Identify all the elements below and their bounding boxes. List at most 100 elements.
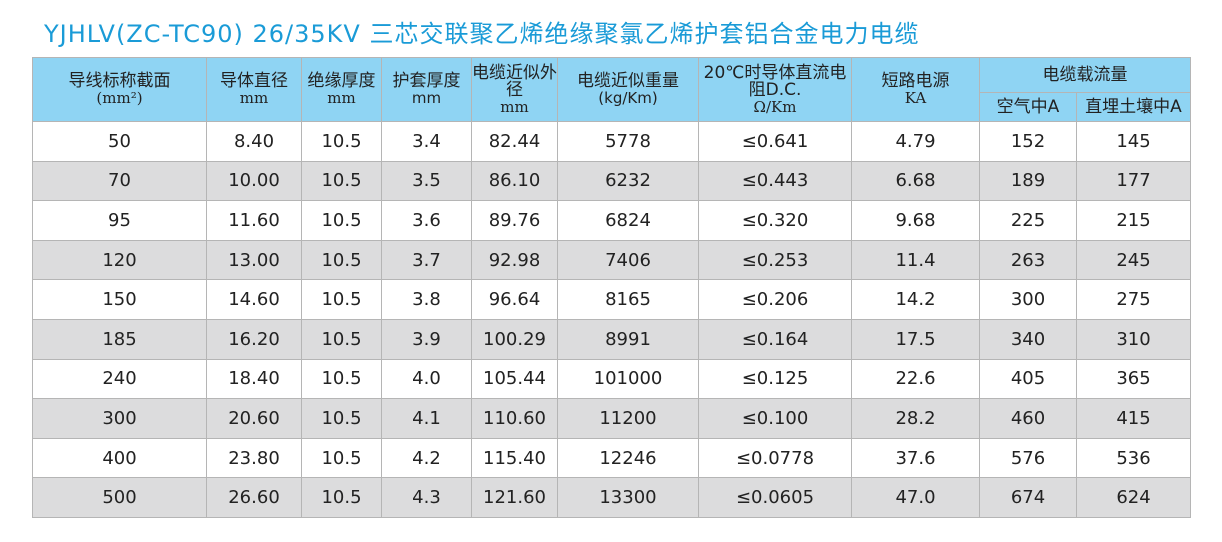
header-resistance-unit: Ω/Km [753,97,797,116]
cell-weight: 8165 [557,279,699,320]
cell-sheath-thickness: 4.1 [381,398,472,439]
cell-outer-diameter: 100.29 [471,318,558,360]
cell-short-circuit: 14.2 [851,279,980,320]
cell-in-air: 340 [979,318,1077,360]
cell-short-circuit: 9.68 [851,200,980,241]
table-row: 300 20.60 10.5 4.1 110.60 11200 ≤0.100 28.2 460 4… [32,398,1191,439]
cell-sheath-thickness: 3.9 [381,318,472,360]
cell-resistance: ≤0.443 [698,160,852,202]
table-row: 240 18.40 10.5 4.0 105.44 101000 ≤0.125 22.6 405… [32,358,1191,400]
cell-in-soil: 215 [1076,200,1191,241]
cell-short-circuit: 37.6 [851,437,980,479]
cell-in-soil: 275 [1076,279,1191,320]
cell-weight: 13300 [557,477,699,518]
header-current-capacity: 电缆载流量 [979,57,1191,93]
cell-outer-diameter: 110.60 [471,398,558,439]
table-row: 120 13.00 10.5 3.7 92.98 7406 ≤0.253 11.4 263 245 [32,239,1191,281]
header-outer-diameter-label: 电缆近似外径 [472,62,557,100]
cell-short-circuit: 11.4 [851,239,980,281]
cable-spec-table: 导线标称截面 (mm²) 导体直径 mm 绝缘厚度 mm 护套厚度 mm 电缆近… [32,57,1191,518]
cell-conductor-diameter: 13.00 [206,239,302,281]
cell-section: 300 [32,398,207,439]
cell-conductor-diameter: 23.80 [206,437,302,479]
table-row: 50 8.40 10.5 3.4 82.44 5778 ≤0.641 4.79 152 145 [32,121,1191,162]
header-weight-unit: (kg/Km) [598,89,658,107]
cell-conductor-diameter: 16.20 [206,318,302,360]
cell-short-circuit: 4.79 [851,121,980,162]
table-row: 500 26.60 10.5 4.3 121.60 13300 ≤0.0605 47.0 674… [32,477,1191,518]
cell-section: 400 [32,437,207,479]
cell-outer-diameter: 86.10 [471,160,558,202]
cell-insulation-thickness: 10.5 [301,200,382,241]
header-section-label: 导线标称截面 [68,71,171,91]
header-outer-diameter-unit: mm [500,97,529,116]
cell-conductor-diameter: 18.40 [206,358,302,400]
cell-outer-diameter: 121.60 [471,477,558,518]
cell-short-circuit: 6.68 [851,160,980,202]
header-sheath-thickness: 护套厚度 mm [381,57,472,122]
cell-sheath-thickness: 3.7 [381,239,472,281]
cell-conductor-diameter: 14.60 [206,279,302,320]
cell-resistance: ≤0.100 [698,398,852,439]
cell-insulation-thickness: 10.5 [301,477,382,518]
header-short-circuit-unit: KA [904,89,927,107]
cell-weight: 7406 [557,239,699,281]
table-header: 导线标称截面 (mm²) 导体直径 mm 绝缘厚度 mm 护套厚度 mm 电缆近… [32,57,1191,122]
header-outer-diameter: 电缆近似外径 mm [471,57,558,122]
cell-section: 185 [32,318,207,360]
header-resistance: 20℃时导体直流电阻D.C. Ω/Km [698,57,852,122]
cell-conductor-diameter: 20.60 [206,398,302,439]
header-short-circuit-label: 短路电源 [881,71,950,91]
header-weight-label: 电缆近似重量 [577,71,679,91]
cell-weight: 5778 [557,121,699,162]
table-row: 185 16.20 10.5 3.9 100.29 8991 ≤0.164 17.5 340 31… [32,318,1191,360]
cell-in-air: 189 [979,160,1077,202]
cell-short-circuit: 22.6 [851,358,980,400]
cell-in-soil: 177 [1076,160,1191,202]
table-row: 150 14.60 10.5 3.8 96.64 8165 ≤0.206 14.2 300 275 [32,279,1191,320]
cell-outer-diameter: 105.44 [471,358,558,400]
cell-resistance: ≤0.0778 [698,437,852,479]
cell-in-air: 576 [979,437,1077,479]
cell-in-air: 460 [979,398,1077,439]
header-resistance-label: 20℃时导体直流电阻D.C. [703,62,847,100]
cell-in-air: 405 [979,358,1077,400]
cell-in-soil: 245 [1076,239,1191,281]
cell-conductor-diameter: 8.40 [206,121,302,162]
header-section-unit: (mm²) [96,89,143,107]
cell-resistance: ≤0.125 [698,358,852,400]
cell-section: 50 [32,121,207,162]
header-in-soil: 直埋土壤中A [1076,92,1191,122]
cell-insulation-thickness: 10.5 [301,318,382,360]
header-sheath-thickness-unit: mm [411,89,442,107]
cell-section: 95 [32,200,207,241]
cell-short-circuit: 17.5 [851,318,980,360]
cell-weight: 6232 [557,160,699,202]
cell-insulation-thickness: 10.5 [301,398,382,439]
header-insulation-thickness-unit: mm [327,89,356,107]
header-conductor-diameter: 导体直径 mm [206,57,302,122]
cell-in-air: 263 [979,239,1077,281]
cell-sheath-thickness: 3.8 [381,279,472,320]
cell-insulation-thickness: 10.5 [301,239,382,281]
cell-weight: 6824 [557,200,699,241]
cell-resistance: ≤0.0605 [698,477,852,518]
cell-sheath-thickness: 3.5 [381,160,472,202]
cell-outer-diameter: 96.64 [471,279,558,320]
header-sheath-thickness-label: 护套厚度 [392,71,461,91]
cell-sheath-thickness: 4.3 [381,477,472,518]
cell-short-circuit: 47.0 [851,477,980,518]
cell-section: 70 [32,160,207,202]
cell-in-soil: 365 [1076,358,1191,400]
cell-in-air: 674 [979,477,1077,518]
cell-resistance: ≤0.253 [698,239,852,281]
cell-conductor-diameter: 11.60 [206,200,302,241]
cell-in-air: 300 [979,279,1077,320]
cell-resistance: ≤0.641 [698,121,852,162]
cell-conductor-diameter: 26.60 [206,477,302,518]
header-insulation-thickness: 绝缘厚度 mm [301,57,382,122]
cell-in-air: 225 [979,200,1077,241]
cell-insulation-thickness: 10.5 [301,121,382,162]
table-row: 70 10.00 10.5 3.5 86.10 6232 ≤0.443 6.68 189 177 [32,160,1191,202]
cell-weight: 8991 [557,318,699,360]
